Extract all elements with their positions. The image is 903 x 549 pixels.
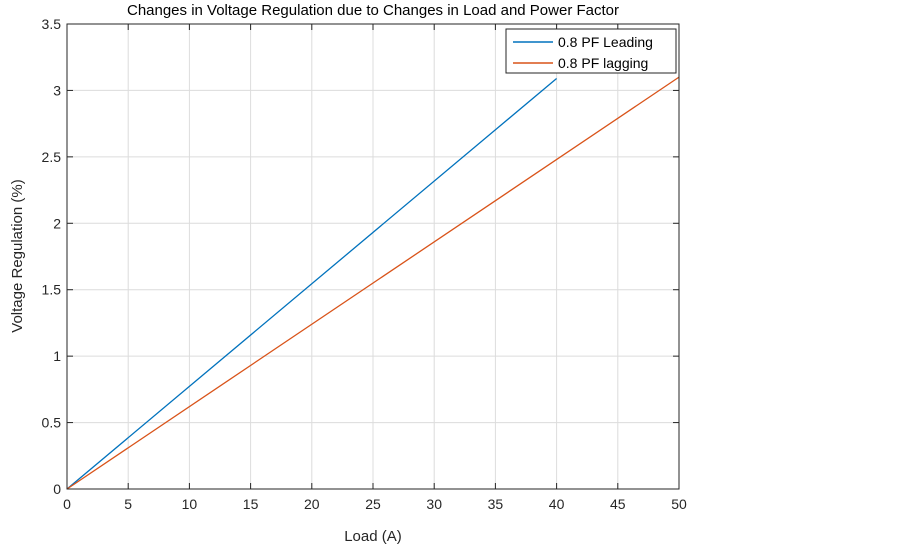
x-tick-label: 0 [63,496,71,512]
x-tick-label: 30 [426,496,442,512]
x-tick-label: 25 [365,496,381,512]
y-tick-label: 1.5 [42,282,62,298]
x-tick-label: 5 [124,496,132,512]
series-line-lagging [66,76,680,490]
y-tick-label: 0 [53,481,61,497]
series-line-leading [66,77,558,490]
x-tick-label: 20 [304,496,320,512]
legend-label-lagging: 0.8 PF lagging [558,55,648,71]
y-tick-label: 3.5 [42,16,62,32]
x-axis-title: Load (A) [344,528,402,545]
y-ticks: 0 0.5 1 1.5 2 2.5 3 3.5 [42,16,679,497]
x-tick-label: 40 [549,496,565,512]
x-tick-label: 35 [488,496,504,512]
legend-label-leading: 0.8 PF Leading [558,34,653,50]
x-ticks: 0 5 10 15 20 25 30 35 40 45 50 [63,24,687,512]
legend: 0.8 PF Leading 0.8 PF lagging [505,28,677,74]
x-tick-label: 10 [182,496,198,512]
y-tick-label: 2.5 [42,149,62,165]
y-tick-label: 2 [53,215,61,231]
y-tick-label: 3 [53,82,61,98]
x-tick-label: 45 [610,496,626,512]
y-tick-label: 1 [53,348,61,364]
y-tick-label: 0.5 [42,415,62,431]
y-axis-title: Voltage Regulation (%) [9,179,26,332]
chart-title: Changes in Voltage Regulation due to Cha… [127,2,619,19]
series-layer [66,76,680,490]
x-tick-label: 50 [671,496,687,512]
x-tick-label: 15 [243,496,259,512]
legend-box [505,28,677,74]
